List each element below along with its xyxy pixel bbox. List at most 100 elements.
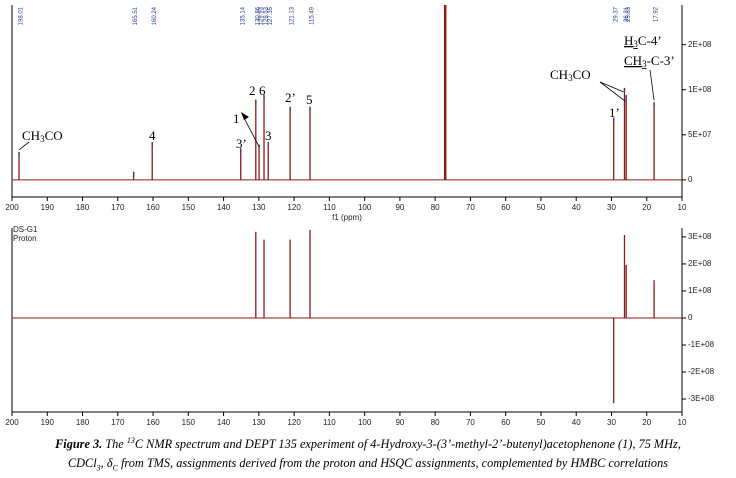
annotation-part: 1 [233, 111, 240, 126]
x-tick-label: 10 [678, 203, 687, 212]
x-tick-label: 40 [572, 418, 581, 427]
y-tick-label: 1E+08 [688, 85, 712, 94]
caption-text: from TMS, assignments derived from the p… [117, 456, 669, 470]
peak-label: 25.83 [626, 6, 632, 22]
annotation-part: 2’ [285, 90, 296, 105]
peak-label: 17.92 [654, 6, 660, 22]
annotation: 1 [233, 111, 240, 126]
peak-label: 115.49 [310, 6, 316, 25]
caption-text: C [112, 463, 118, 473]
y-tick-label: 2E+08 [688, 40, 712, 49]
peak-label: 198.01 [19, 6, 25, 25]
peak-label: 29.37 [613, 6, 619, 22]
x-tick-label: 190 [41, 203, 55, 212]
x-tick-label: 180 [76, 203, 90, 212]
annotation-leader [649, 69, 655, 101]
x-tick-label: 120 [287, 203, 301, 212]
peak-label: 127.35 [268, 6, 274, 25]
peak-label: 130.86 [255, 6, 261, 25]
caption-text: C NMR spectrum and DEPT 135 experiment o… [134, 437, 623, 451]
annotation: 2 [249, 83, 256, 98]
annotation-part: 6 [259, 83, 266, 98]
annotation: 2’ [285, 90, 296, 105]
y-tick-label: 3E+08 [688, 232, 712, 241]
annotation: CH3-C-3’ [624, 53, 675, 69]
annotation-part: 3 [633, 39, 638, 49]
x-tick-label: 190 [41, 418, 55, 427]
annotation-part: CH [22, 128, 40, 143]
annotation-part: H [624, 33, 633, 48]
x-tick-label: 100 [358, 418, 372, 427]
x-tick-label: 150 [182, 203, 196, 212]
y-tick-label: 1E+08 [688, 286, 712, 295]
x-tick-label: 170 [111, 418, 125, 427]
chart-label: DS-G1 [13, 225, 38, 234]
caption-text: 1 [622, 437, 629, 451]
x-tick-label: 40 [572, 203, 581, 212]
x-tick-label: 70 [466, 418, 475, 427]
peak-label: 160.24 [152, 6, 158, 25]
annotation: 1’ [609, 105, 620, 120]
annotation: 3’ [236, 136, 247, 151]
x-tick-label: 20 [642, 418, 651, 427]
annotation-arrow [241, 112, 249, 120]
x-axis-label: f1 (ppm) [332, 213, 362, 222]
peak-label: 26.31 [624, 6, 630, 22]
x-tick-label: 50 [536, 203, 545, 212]
y-tick-label: -2E+08 [688, 367, 715, 376]
caption-text: 13 [126, 435, 135, 445]
caption-text: , δ [100, 456, 113, 470]
x-tick-label: 150 [182, 418, 196, 427]
peak-label: 165.51 [133, 6, 139, 25]
y-tick-label: 2E+08 [688, 259, 712, 268]
annotation-part: CO [573, 67, 591, 82]
caption-text: 3 [96, 463, 101, 473]
annotation-leader [599, 81, 624, 93]
annotation: 5 [306, 92, 313, 107]
peak-label: 129.93 [259, 6, 265, 25]
peak-label: 128.53 [264, 6, 270, 25]
annotation-part: 1’ [609, 105, 620, 120]
y-tick-label: 0 [688, 313, 693, 322]
x-tick-label: 30 [607, 203, 616, 212]
x-tick-label: 160 [146, 418, 160, 427]
caption-label: Figure 3. [55, 437, 103, 451]
annotation-part: 5 [306, 92, 313, 107]
y-tick-label: -3E+08 [688, 394, 715, 403]
annotation: 3 [265, 128, 272, 143]
y-tick-label: -1E+08 [688, 340, 715, 349]
annotation-part: 3’ [236, 136, 247, 151]
annotation: 6 [259, 83, 266, 98]
x-tick-label: 130 [252, 203, 266, 212]
annotation-part: 3 [568, 73, 573, 83]
x-tick-label: 80 [431, 418, 440, 427]
x-tick-label: 200 [5, 203, 19, 212]
annotation-part: -C-3’ [647, 53, 675, 68]
y-tick-label: 5E+07 [688, 130, 712, 139]
x-tick-label: 80 [431, 203, 440, 212]
x-tick-label: 180 [76, 418, 90, 427]
annotation-part: CO [45, 128, 63, 143]
y-tick-label: 0 [688, 175, 693, 184]
caption-text: ), 75 MHz, [628, 437, 681, 451]
annotation-part: 3 [265, 128, 272, 143]
caption-line: Figure 3. The 13C NMR spectrum and DEPT … [0, 435, 736, 452]
chart-label: Proton [13, 234, 37, 243]
annotation-part: 3 [40, 134, 45, 144]
annotation: 4 [149, 128, 156, 143]
x-tick-label: 30 [607, 418, 616, 427]
x-tick-label: 130 [252, 418, 266, 427]
x-tick-label: 50 [536, 418, 545, 427]
annotation-part: 3 [642, 59, 647, 69]
x-tick-label: 90 [395, 203, 404, 212]
annotation-leader [18, 141, 30, 151]
annotation-part: 4 [149, 128, 156, 143]
annotation: H3C-4’ [624, 33, 662, 49]
x-tick-label: 160 [146, 203, 160, 212]
x-tick-label: 120 [287, 418, 301, 427]
annotation-leader [599, 81, 626, 102]
annotation-leader [242, 115, 260, 147]
x-tick-label: 140 [217, 203, 231, 212]
annotation: CH3CO [550, 67, 591, 83]
x-tick-label: 60 [501, 418, 510, 427]
